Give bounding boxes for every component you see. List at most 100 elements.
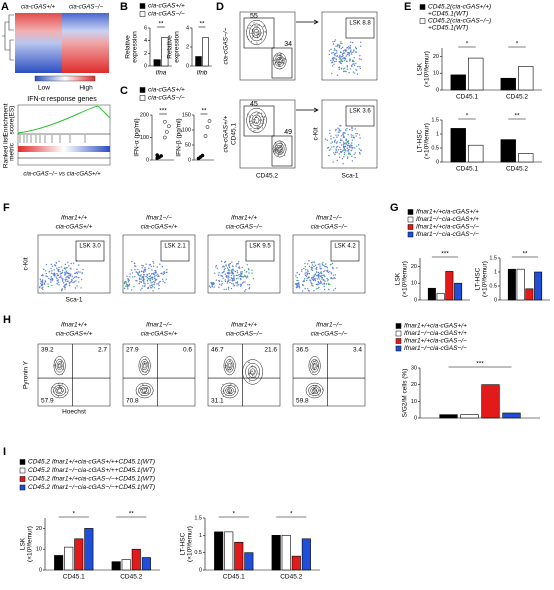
event-dot <box>252 30 254 33</box>
category-label: CD45.1 <box>223 574 245 581</box>
event-dot <box>320 271 323 273</box>
event-dot <box>318 394 320 396</box>
event-dot <box>326 139 328 141</box>
event-dot <box>233 279 235 282</box>
event-dot <box>131 260 133 263</box>
event-dot <box>236 283 239 285</box>
significance: *** <box>159 108 167 115</box>
event-dot <box>336 50 338 52</box>
axis-label: LSK <box>395 272 402 285</box>
event-dot <box>348 48 350 50</box>
event-dot <box>218 280 220 283</box>
event-dot <box>62 278 64 281</box>
event-dot <box>251 114 254 117</box>
event-dot <box>237 263 239 265</box>
event-dot <box>227 275 230 277</box>
event-dot <box>242 281 245 283</box>
bar <box>195 56 202 67</box>
event-dot <box>310 281 312 283</box>
event-dot <box>273 63 276 65</box>
y-tick-label: 0 <box>146 157 149 163</box>
legend-label: CD45.2(cia-cGAS−/−) <box>428 18 491 25</box>
event-dot <box>64 285 66 287</box>
event-dot <box>242 276 245 278</box>
event-dot <box>327 280 329 282</box>
dot <box>200 153 205 158</box>
event-dot <box>256 113 259 115</box>
event-dot <box>249 24 251 27</box>
event-dot <box>59 273 62 275</box>
axis-label: LT-HSC <box>475 267 482 290</box>
contour <box>253 117 260 124</box>
legend-swatch <box>19 467 26 474</box>
gate-label: 34 <box>284 41 292 48</box>
event-dot <box>304 262 306 265</box>
event-dot <box>351 148 353 150</box>
event-dot <box>68 284 71 286</box>
event-dot <box>333 289 335 291</box>
plot-frame <box>37 343 111 407</box>
event-dot <box>307 270 309 273</box>
event-dot <box>338 46 341 49</box>
axis-label: expression <box>174 31 181 63</box>
event-dot <box>335 60 337 62</box>
event-dot <box>312 279 315 282</box>
event-dot <box>329 132 331 135</box>
event-dot <box>257 373 260 375</box>
event-dot <box>319 265 321 267</box>
axis-label: Enrichment <box>3 103 10 136</box>
contour <box>312 363 317 369</box>
event-dot <box>244 275 247 278</box>
event-dot <box>133 286 135 288</box>
event-dot <box>141 276 144 279</box>
panel-letter: C <box>120 85 128 97</box>
bar <box>121 559 131 571</box>
y-tick-label: 1 <box>199 533 202 539</box>
significance: ** <box>158 21 164 28</box>
event-dot <box>321 277 324 279</box>
contour <box>55 358 64 373</box>
label: Sca-1 <box>66 297 83 304</box>
significance: *** <box>476 361 484 368</box>
event-dot <box>156 283 158 285</box>
event-dot <box>68 265 70 267</box>
event-dot <box>346 144 349 147</box>
legend-label: cia-cGAS+/+ <box>148 87 185 94</box>
gate-label: 45 <box>250 101 258 108</box>
event-dot <box>157 275 160 277</box>
event-dot <box>311 277 313 279</box>
y-tick-label: 100 <box>182 127 191 133</box>
event-dot <box>231 265 234 267</box>
event-dot <box>338 56 340 58</box>
event-dot <box>60 266 63 268</box>
event-dot <box>343 149 346 151</box>
event-dot <box>275 148 277 150</box>
event-dot <box>247 284 249 286</box>
gate <box>243 17 275 49</box>
quadrant-label: 21.6 <box>264 347 277 354</box>
axis-label: LSK <box>20 537 27 550</box>
event-dot <box>305 271 307 274</box>
dot <box>207 119 212 123</box>
event-dot <box>45 272 47 275</box>
event-dot <box>126 275 128 277</box>
event-dot <box>323 288 326 291</box>
contour <box>249 368 256 376</box>
bar <box>54 555 64 571</box>
bar <box>84 528 94 571</box>
event-dot <box>320 282 322 284</box>
event-dot <box>229 262 232 265</box>
event-dot <box>343 151 346 154</box>
event-dot <box>350 53 353 55</box>
event-dot <box>334 60 336 63</box>
event-dot <box>148 264 151 266</box>
event-dot <box>296 285 298 287</box>
event-dot <box>328 53 331 56</box>
event-dot <box>323 270 325 273</box>
event-dot <box>58 383 60 385</box>
event-dot <box>346 140 349 143</box>
event-dot <box>156 266 158 268</box>
legend-label: Ifnar1−/−cia-cGAS+/+ <box>416 216 479 223</box>
event-dot <box>342 141 345 143</box>
quadrant-label: 3.4 <box>353 347 362 354</box>
